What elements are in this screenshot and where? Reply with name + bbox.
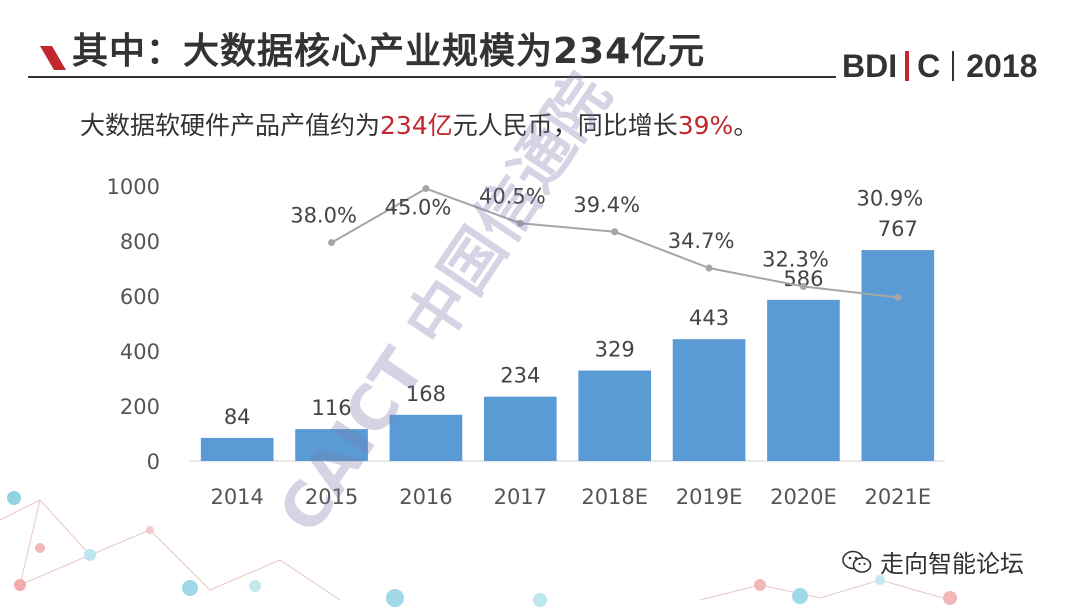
growth-point-2016: [422, 185, 430, 193]
footer-source-text: 走向智能论坛: [880, 550, 1024, 578]
title-accent-icon: [40, 46, 66, 70]
bar-value-label-2018E: 329: [595, 338, 635, 362]
bar-2018E: [578, 370, 652, 461]
x-tick-label-2017: 2017: [494, 485, 547, 509]
y-tick-label-400: 400: [120, 340, 160, 364]
subtitle-growth: 39%: [677, 111, 734, 140]
y-tick-label-800: 800: [120, 230, 160, 254]
growth-point-2021E: [894, 293, 902, 301]
bar-value-label-2015: 116: [312, 396, 352, 420]
subtitle-suffix: 。: [733, 111, 759, 140]
growth-label-2017: 40.5%: [479, 184, 546, 208]
subtitle-middle: 元人民币，同比增长: [452, 111, 678, 140]
brand-separator: [952, 51, 955, 81]
bar-2017: [483, 396, 557, 461]
x-tick-label-2016: 2016: [399, 485, 452, 509]
bar-value-label-2019E: 443: [689, 306, 729, 330]
growth-point-2015: [328, 239, 336, 247]
brand-red-bar: [905, 51, 910, 81]
x-tick-label-2018E: 2018E: [581, 485, 648, 509]
bar-value-label-2021E: 767: [878, 217, 918, 241]
growth-label-2020E: 32.3%: [762, 248, 829, 272]
x-tick-label-2014: 2014: [210, 485, 263, 509]
x-tick-label-2021E: 2021E: [864, 485, 931, 509]
bar-2020E: [767, 299, 840, 461]
subtitle-prefix: 大数据软硬件产品产值约为: [80, 111, 381, 140]
bar-2019E: [672, 339, 746, 461]
growth-point-2018E: [611, 228, 619, 236]
subtitle-value: 234亿: [380, 111, 453, 140]
y-tick-label-200: 200: [120, 395, 160, 419]
footer-source: 走向智能论坛: [842, 544, 1024, 579]
brand-letters-left: BDI: [842, 47, 898, 84]
growth-point-2017: [516, 219, 524, 227]
bar-value-label-2016: 168: [406, 382, 446, 406]
y-tick-label-0: 0: [147, 450, 160, 474]
bar-2015: [295, 429, 368, 461]
growth-label-2016: 45.0%: [385, 196, 452, 220]
brand-letters-right: C: [917, 47, 941, 84]
y-tick-label-1000: 1000: [107, 175, 160, 199]
growth-point-2019E: [705, 264, 713, 272]
growth-label-2018E: 39.4%: [573, 193, 640, 217]
growth-label-2021E: 30.9%: [856, 186, 923, 210]
bar-2021E: [861, 250, 935, 461]
bar-value-label-2017: 234: [500, 364, 540, 388]
bar-value-label-2014: 84: [224, 405, 251, 429]
bar-2016: [389, 414, 463, 461]
x-tick-label-2019E: 2019E: [676, 485, 743, 509]
growth-label-2019E: 34.7%: [668, 229, 735, 253]
growth-point-2020E: [799, 283, 807, 291]
bar-2014: [200, 437, 274, 461]
growth-label-2015: 38.0%: [290, 204, 357, 228]
wechat-icon: [842, 550, 872, 573]
brand-year: 2018: [966, 47, 1038, 84]
x-tick-label-2020E: 2020E: [770, 485, 837, 509]
y-tick-label-600: 600: [120, 285, 160, 309]
title-rule: [28, 76, 836, 78]
bdic-logo: BDI C 2018: [842, 46, 1037, 86]
subtitle: 大数据软硬件产品产值约为234亿元人民币，同比增长39%。: [80, 106, 758, 142]
slide-title: 其中：大数据核心产业规模为234亿元: [72, 31, 706, 72]
x-tick-label-2015: 2015: [305, 485, 358, 509]
